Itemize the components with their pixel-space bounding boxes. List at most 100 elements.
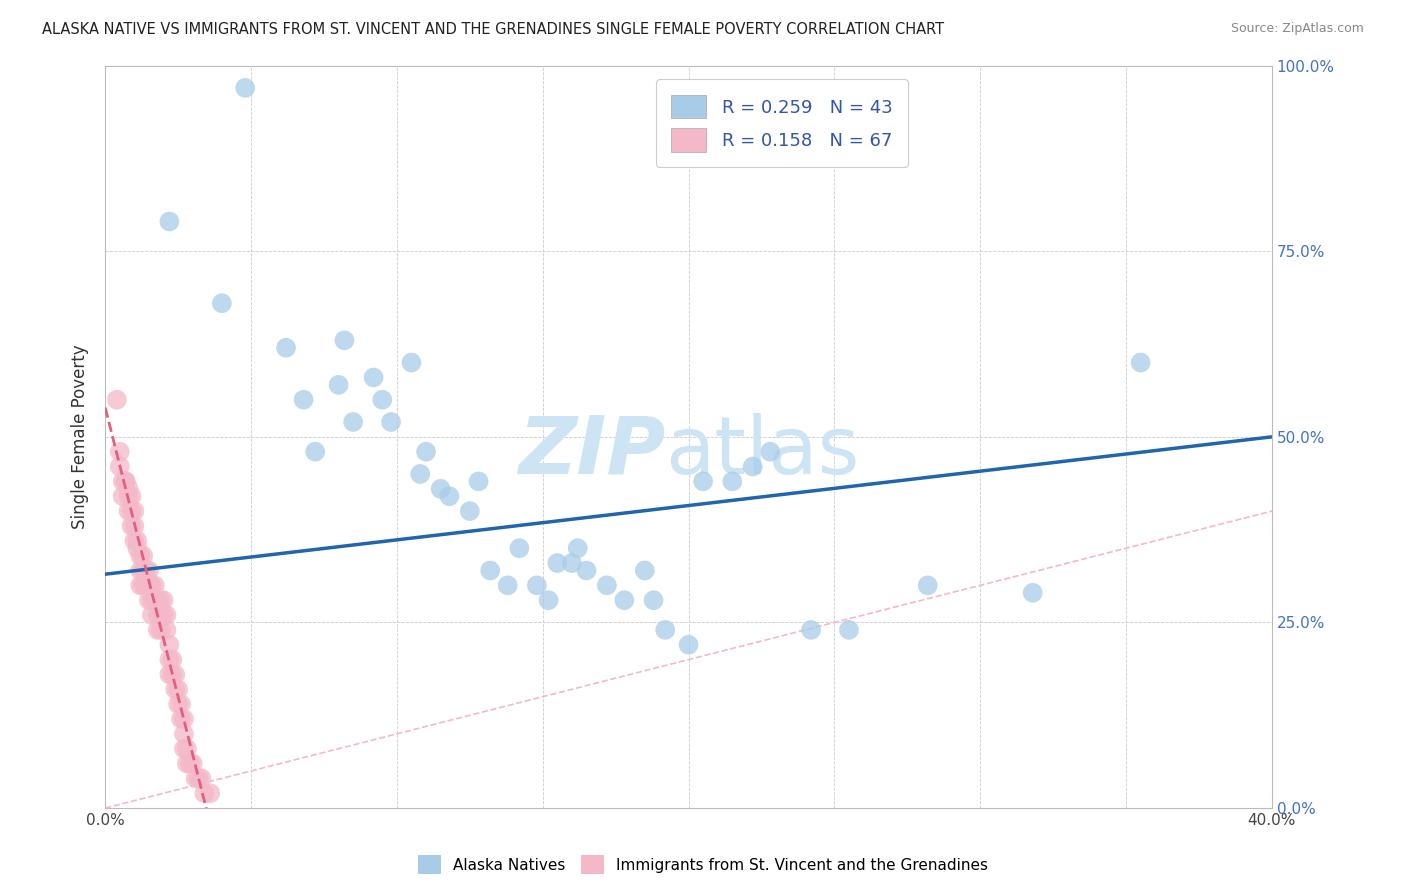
Point [917, 578, 939, 592]
Point [721, 475, 744, 489]
Point [138, 578, 160, 592]
Point [127, 541, 149, 556]
Point [141, 608, 163, 623]
Point [138, 593, 160, 607]
Point [439, 489, 461, 503]
Point [141, 593, 163, 607]
Point [146, 593, 169, 607]
Point [143, 578, 166, 592]
Point [561, 556, 583, 570]
Point [157, 638, 180, 652]
Point [152, 608, 174, 623]
Point [111, 489, 134, 503]
Point [121, 489, 143, 503]
Point [146, 608, 169, 623]
Y-axis label: Single Female Poverty: Single Female Poverty [72, 344, 89, 529]
Point [138, 564, 160, 578]
Point [157, 214, 180, 228]
Point [108, 459, 131, 474]
Point [838, 623, 860, 637]
Point [567, 541, 589, 556]
Point [121, 519, 143, 533]
Text: ALASKA NATIVE VS IMMIGRANTS FROM ST. VINCENT AND THE GRENADINES SINGLE FEMALE PO: ALASKA NATIVE VS IMMIGRANTS FROM ST. VIN… [42, 22, 945, 37]
Text: atlas: atlas [665, 413, 859, 491]
Point [1022, 586, 1045, 600]
Point [170, 697, 193, 711]
Point [105, 392, 128, 407]
Point [479, 564, 502, 578]
Point [135, 578, 157, 592]
Text: ZIP: ZIP [517, 413, 665, 491]
Point [111, 475, 134, 489]
Point [162, 667, 184, 681]
Point [141, 578, 163, 592]
Text: Source: ZipAtlas.com: Source: ZipAtlas.com [1230, 22, 1364, 36]
Point [467, 475, 489, 489]
Legend: Alaska Natives, Immigrants from St. Vincent and the Grenadines: Alaska Natives, Immigrants from St. Vinc… [412, 849, 994, 880]
Point [132, 578, 155, 592]
Point [176, 756, 198, 771]
Point [526, 578, 548, 592]
Point [678, 638, 700, 652]
Point [546, 556, 568, 570]
Point [342, 415, 364, 429]
Point [157, 667, 180, 681]
Point [124, 504, 146, 518]
Point [146, 623, 169, 637]
Point [575, 564, 598, 578]
Point [363, 370, 385, 384]
Point [179, 756, 201, 771]
Point [157, 652, 180, 666]
Point [496, 578, 519, 592]
Point [173, 727, 195, 741]
Point [508, 541, 530, 556]
Point [114, 475, 136, 489]
Point [108, 444, 131, 458]
Point [173, 712, 195, 726]
Point [458, 504, 481, 518]
Point [149, 593, 172, 607]
Point [135, 564, 157, 578]
Point [149, 608, 172, 623]
Point [190, 772, 212, 786]
Point [274, 341, 297, 355]
Point [173, 741, 195, 756]
Point [380, 415, 402, 429]
Point [124, 533, 146, 548]
Point [121, 504, 143, 518]
Point [165, 682, 187, 697]
Point [211, 296, 233, 310]
Point [117, 482, 139, 496]
Point [176, 741, 198, 756]
Point [800, 623, 823, 637]
Point [328, 377, 350, 392]
Point [692, 475, 714, 489]
Point [143, 593, 166, 607]
Point [371, 392, 394, 407]
Point [409, 467, 432, 481]
Point [634, 564, 657, 578]
Point [187, 772, 209, 786]
Point [129, 564, 152, 578]
Point [170, 712, 193, 726]
Point [129, 549, 152, 563]
Point [333, 334, 356, 348]
Point [613, 593, 636, 607]
Point [596, 578, 619, 592]
Point [654, 623, 676, 637]
Point [152, 593, 174, 607]
Point [165, 667, 187, 681]
Point [415, 444, 437, 458]
Point [167, 682, 190, 697]
Point [741, 459, 763, 474]
Point [233, 81, 256, 95]
Point [643, 593, 665, 607]
Point [162, 652, 184, 666]
Point [181, 756, 204, 771]
Point [304, 444, 326, 458]
Point [129, 578, 152, 592]
Point [200, 786, 222, 800]
Point [401, 355, 423, 369]
Point [1129, 355, 1152, 369]
Legend: R = 0.259   N = 43, R = 0.158   N = 67: R = 0.259 N = 43, R = 0.158 N = 67 [655, 79, 908, 168]
